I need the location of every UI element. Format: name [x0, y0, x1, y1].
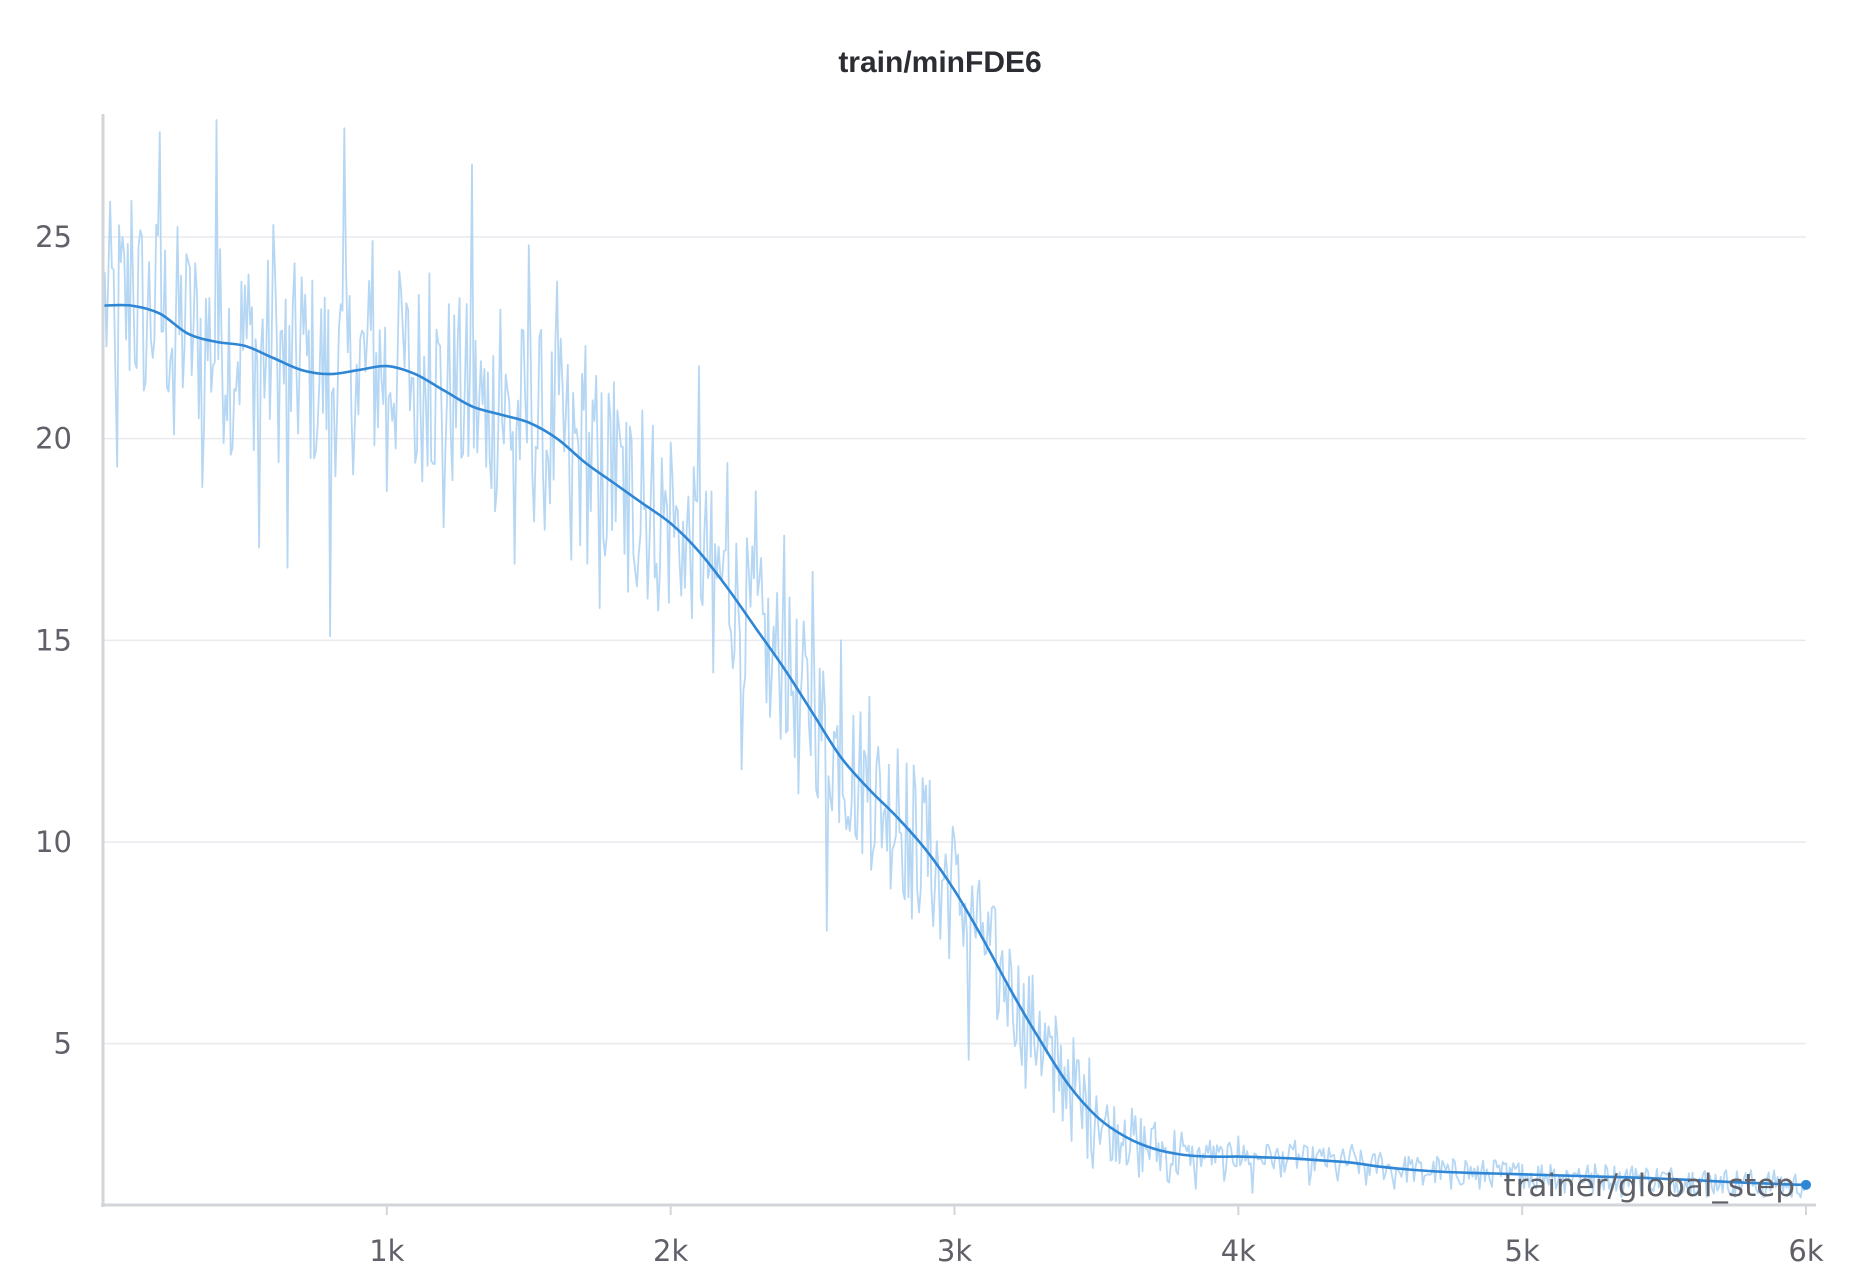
series-end-marker [1801, 1179, 1811, 1190]
smoothed-series-layer [101, 303, 1808, 1187]
y-tick-label-10: 10 [35, 825, 72, 859]
y-tick-labels: 5 10 15 20 25 [35, 220, 72, 1061]
raw-series-line [102, 119, 1807, 1199]
x-tick-label-6k: 6k [1788, 1234, 1823, 1268]
x-tick-label-2k: 2k [653, 1234, 688, 1268]
y-tick-label-20: 20 [35, 422, 72, 456]
x-tick-label-5k: 5k [1505, 1234, 1540, 1268]
grid-lines [103, 236, 1806, 1045]
x-tick-label-1k: 1k [369, 1234, 404, 1268]
chart-title: train/minFDE6 [838, 46, 1041, 79]
x-axis-label: trainer/global_step [1503, 1168, 1795, 1204]
x-tick-labels: 1k 2k 3k 4k 5k 6k [369, 1205, 1824, 1268]
smoothed-series-line [101, 303, 1808, 1187]
y-tick-label-5: 5 [54, 1027, 72, 1061]
y-tick-label-25: 25 [35, 220, 72, 254]
y-tick-label-15: 15 [35, 623, 72, 657]
x-tick-label-3k: 3k [937, 1234, 972, 1268]
raw-series-layer [102, 119, 1807, 1199]
x-tick-label-4k: 4k [1221, 1234, 1256, 1268]
